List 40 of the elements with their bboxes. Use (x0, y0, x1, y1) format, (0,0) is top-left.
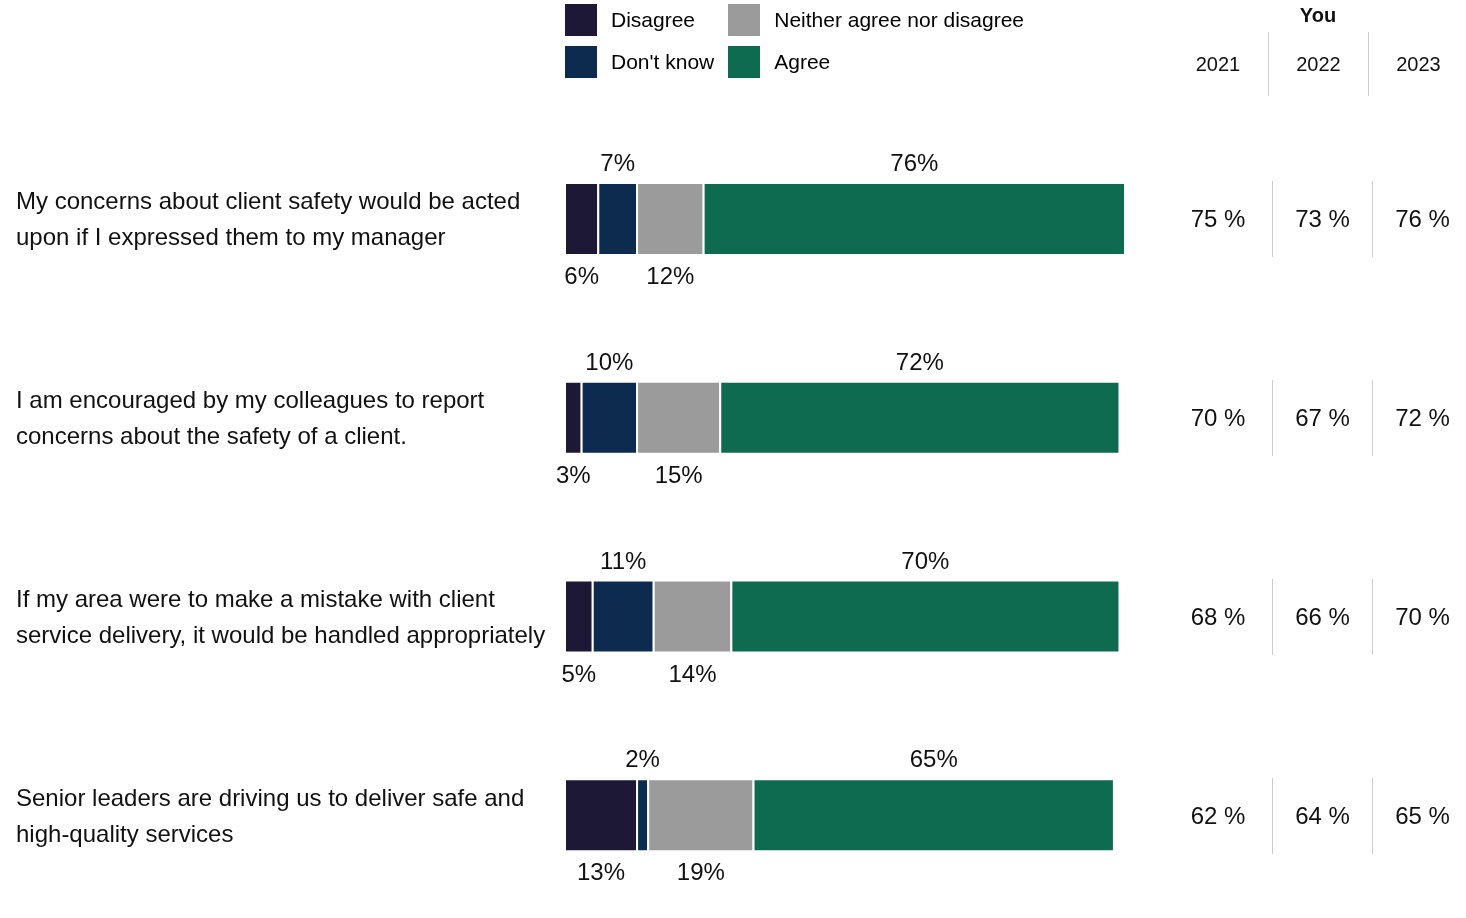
data-label: 13% (577, 858, 626, 886)
data-label: 10% (585, 347, 634, 375)
text: You (1298, 4, 1338, 27)
data-label: 6% (564, 262, 599, 290)
text: 68 % (1190, 602, 1246, 630)
data-label: 70% (901, 546, 950, 574)
category-label: 2023 (1368, 32, 1466, 96)
text: 70 % (1190, 404, 1246, 432)
data-label: 11% (600, 546, 647, 574)
data-label: 5% (561, 659, 597, 687)
data-label: 14% (668, 659, 717, 687)
text: 72 % (1395, 404, 1450, 432)
data-label: 76% (890, 149, 939, 176)
text: 75 % (1190, 205, 1246, 233)
data-label: 3% (555, 460, 591, 488)
legend-label: Neither agree nor disagree (774, 8, 1025, 32)
legend-label: Disagree (611, 8, 696, 32)
data-label: 65% (909, 745, 958, 773)
text: 73 % (1295, 205, 1350, 233)
text: 76 % (1395, 205, 1450, 233)
y-tick-label: Senior leaders are driving us to deliver safe and high-quality services (16, 782, 526, 849)
data-label: 2% (625, 745, 660, 773)
text: 66 % (1295, 602, 1350, 630)
y-tick-label: If my area were to make a mistake with client service delivery, it would be handled appropriately (16, 583, 547, 650)
data-label: 7% (600, 149, 636, 176)
category-label: 2021 (1194, 51, 1242, 77)
text: 67 % (1295, 404, 1350, 432)
category-label: 2022 (1268, 32, 1368, 96)
data-label: 12% (646, 262, 695, 290)
text: 65 % (1395, 801, 1450, 829)
legend-label: Agree (774, 50, 831, 74)
y-tick-label: My concerns about client safety would be acted upon if I expressed them to my manager (16, 186, 522, 253)
text: 64 % (1295, 801, 1350, 829)
y-tick-label: I am encouraged by my colleagues to report concerns about the safety of a client. (16, 385, 486, 452)
text: 70 % (1395, 602, 1450, 630)
data-label: 19% (676, 858, 725, 886)
data-label: 72% (895, 347, 944, 375)
text: 62 % (1190, 801, 1246, 829)
legend-label: Don't know (611, 50, 715, 74)
data-label: 15% (654, 460, 703, 488)
